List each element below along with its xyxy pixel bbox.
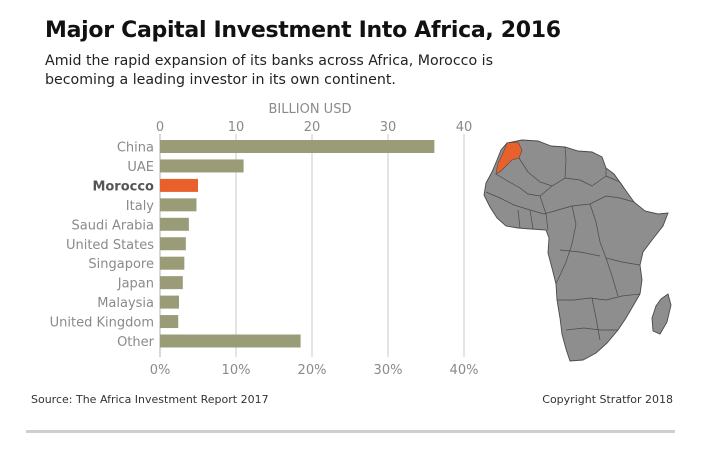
category-label: UAE bbox=[127, 160, 154, 175]
category-label: Saudi Arabia bbox=[72, 218, 155, 233]
bar-uae bbox=[160, 159, 244, 173]
bar-united-kingdom bbox=[160, 315, 179, 329]
axis-ticks: 0 0% 10 10% 20 20% 30 30% 40 40% bbox=[150, 120, 479, 378]
bar-japan bbox=[160, 276, 183, 290]
bottom-tick-label: 40% bbox=[450, 363, 479, 378]
bar-other bbox=[160, 334, 301, 348]
category-label: Malaysia bbox=[97, 296, 154, 311]
source-note: Source: The Africa Investment Report 201… bbox=[31, 393, 269, 406]
bottom-divider bbox=[26, 430, 675, 433]
bar-italy bbox=[160, 198, 197, 212]
africa-map-icon bbox=[483, 139, 672, 362]
bottom-tick-label: 30% bbox=[374, 363, 403, 378]
top-tick-label: 20 bbox=[304, 120, 321, 135]
morocco-highlight bbox=[495, 141, 523, 175]
bars bbox=[160, 140, 435, 348]
top-tick-label: 0 bbox=[156, 120, 164, 135]
bar-singapore bbox=[160, 256, 185, 270]
bar-malaysia bbox=[160, 295, 179, 309]
category-label: United States bbox=[66, 238, 154, 253]
bottom-tick-label: 10% bbox=[222, 363, 251, 378]
chart-subtitle: Amid the rapid expansion of its banks ac… bbox=[45, 53, 493, 88]
africa-landmass bbox=[483, 139, 669, 362]
madagascar bbox=[651, 293, 672, 335]
top-tick-label: 40 bbox=[456, 120, 473, 135]
category-label: China bbox=[117, 141, 154, 156]
country-borders bbox=[485, 146, 641, 341]
category-label: Other bbox=[117, 335, 155, 350]
bar-morocco bbox=[160, 178, 198, 192]
bottom-tick-label: 20% bbox=[298, 363, 327, 378]
category-label: United Kingdom bbox=[50, 316, 154, 331]
top-tick-label: 10 bbox=[228, 120, 245, 135]
top-tick-label: 30 bbox=[380, 120, 397, 135]
category-labels: China UAE Morocco Italy Saudi Arabia United S… bbox=[50, 141, 155, 351]
bar-saudi-arabia bbox=[160, 217, 189, 231]
category-label: Morocco bbox=[92, 179, 154, 194]
bar-united-states bbox=[160, 237, 186, 251]
bar-china bbox=[160, 140, 435, 153]
top-axis-label: BILLION USD bbox=[269, 102, 352, 117]
chart-title: Major Capital Investment Into Africa, 20… bbox=[45, 18, 561, 43]
copyright-note: Copyright Stratfor 2018 bbox=[542, 393, 673, 406]
category-label: Italy bbox=[126, 199, 155, 214]
category-label: Japan bbox=[117, 277, 154, 292]
category-label: Singapore bbox=[88, 257, 154, 272]
bottom-tick-label: 0% bbox=[150, 363, 171, 378]
